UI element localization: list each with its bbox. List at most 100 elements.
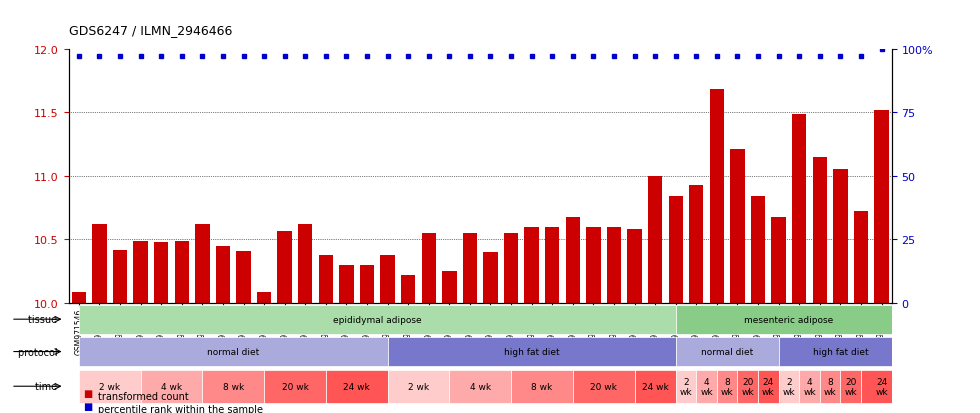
Bar [195,225,210,303]
FancyBboxPatch shape [78,337,388,366]
Text: 24
wk: 24 wk [762,377,774,396]
Text: 8 wk: 8 wk [222,382,244,391]
Text: 4
wk: 4 wk [701,377,712,396]
Bar [174,241,189,303]
FancyBboxPatch shape [388,337,676,366]
Bar [133,241,148,303]
Bar [668,197,683,303]
Bar [92,225,107,303]
FancyBboxPatch shape [265,370,326,403]
Bar [627,230,642,303]
Text: mesenteric adipose: mesenteric adipose [744,315,834,324]
FancyBboxPatch shape [738,370,759,403]
FancyBboxPatch shape [779,370,800,403]
Bar [833,170,848,303]
FancyBboxPatch shape [512,370,573,403]
Bar [216,246,230,303]
Text: 2 wk: 2 wk [408,382,429,391]
Bar [730,150,745,303]
FancyBboxPatch shape [450,370,512,403]
Text: 20
wk: 20 wk [742,377,754,396]
Bar [380,255,395,303]
Bar [72,292,86,303]
FancyBboxPatch shape [861,370,903,403]
Bar [771,217,786,303]
Text: 2
wk: 2 wk [680,377,692,396]
Bar [360,265,374,303]
FancyBboxPatch shape [779,337,903,366]
Text: 8
wk: 8 wk [721,377,733,396]
Bar [154,242,169,303]
Text: epididymal adipose: epididymal adipose [333,315,421,324]
Bar [483,252,498,303]
Text: 2
wk: 2 wk [783,377,795,396]
Text: protocol: protocol [18,347,61,357]
FancyBboxPatch shape [676,305,903,334]
Text: 4 wk: 4 wk [161,382,182,391]
FancyBboxPatch shape [326,370,388,403]
Bar [565,217,580,303]
Text: tissue: tissue [28,314,61,324]
FancyBboxPatch shape [820,370,841,403]
Text: 24 wk: 24 wk [343,382,370,391]
Bar [792,114,807,303]
Text: transformed count: transformed count [98,392,189,401]
Bar [545,227,560,303]
Bar [524,227,539,303]
Bar [812,157,827,303]
FancyBboxPatch shape [841,370,861,403]
Bar [339,265,354,303]
FancyBboxPatch shape [388,370,450,403]
Text: 4 wk: 4 wk [469,382,491,391]
FancyBboxPatch shape [141,370,203,403]
Bar [710,90,724,303]
Text: 20
wk: 20 wk [845,377,857,396]
FancyBboxPatch shape [635,370,676,403]
FancyBboxPatch shape [573,370,635,403]
Bar [751,197,765,303]
FancyBboxPatch shape [759,370,779,403]
Bar [854,212,868,303]
Text: 24 wk: 24 wk [642,382,668,391]
Bar [401,275,416,303]
Bar [257,292,271,303]
FancyBboxPatch shape [78,305,676,334]
FancyBboxPatch shape [676,370,697,403]
Bar [689,185,704,303]
Bar [421,233,436,303]
Text: time: time [35,381,61,391]
Text: high fat diet: high fat diet [812,347,868,356]
Bar [113,250,127,303]
Text: GDS6247 / ILMN_2946466: GDS6247 / ILMN_2946466 [69,24,232,37]
Bar [874,110,889,303]
Text: 20 wk: 20 wk [590,382,617,391]
Text: 20 wk: 20 wk [281,382,309,391]
Bar [442,272,457,303]
Text: 8 wk: 8 wk [531,382,553,391]
Text: 8
wk: 8 wk [824,377,836,396]
Bar [463,233,477,303]
Text: 2 wk: 2 wk [99,382,121,391]
Text: normal diet: normal diet [207,347,260,356]
FancyBboxPatch shape [800,370,820,403]
Bar [586,227,601,303]
Text: 4
wk: 4 wk [804,377,815,396]
FancyBboxPatch shape [203,370,265,403]
FancyBboxPatch shape [78,370,141,403]
Text: normal diet: normal diet [701,347,754,356]
Bar [504,233,518,303]
Bar [648,176,662,303]
Text: 24
wk: 24 wk [875,377,888,396]
Text: ■: ■ [83,389,92,399]
Text: ■: ■ [83,401,92,411]
Bar [607,227,621,303]
FancyBboxPatch shape [717,370,738,403]
Text: percentile rank within the sample: percentile rank within the sample [98,404,263,413]
FancyBboxPatch shape [676,337,779,366]
Bar [318,255,333,303]
FancyBboxPatch shape [697,370,717,403]
Text: high fat diet: high fat diet [504,347,560,356]
Bar [277,231,292,303]
Bar [298,225,313,303]
Bar [236,251,251,303]
